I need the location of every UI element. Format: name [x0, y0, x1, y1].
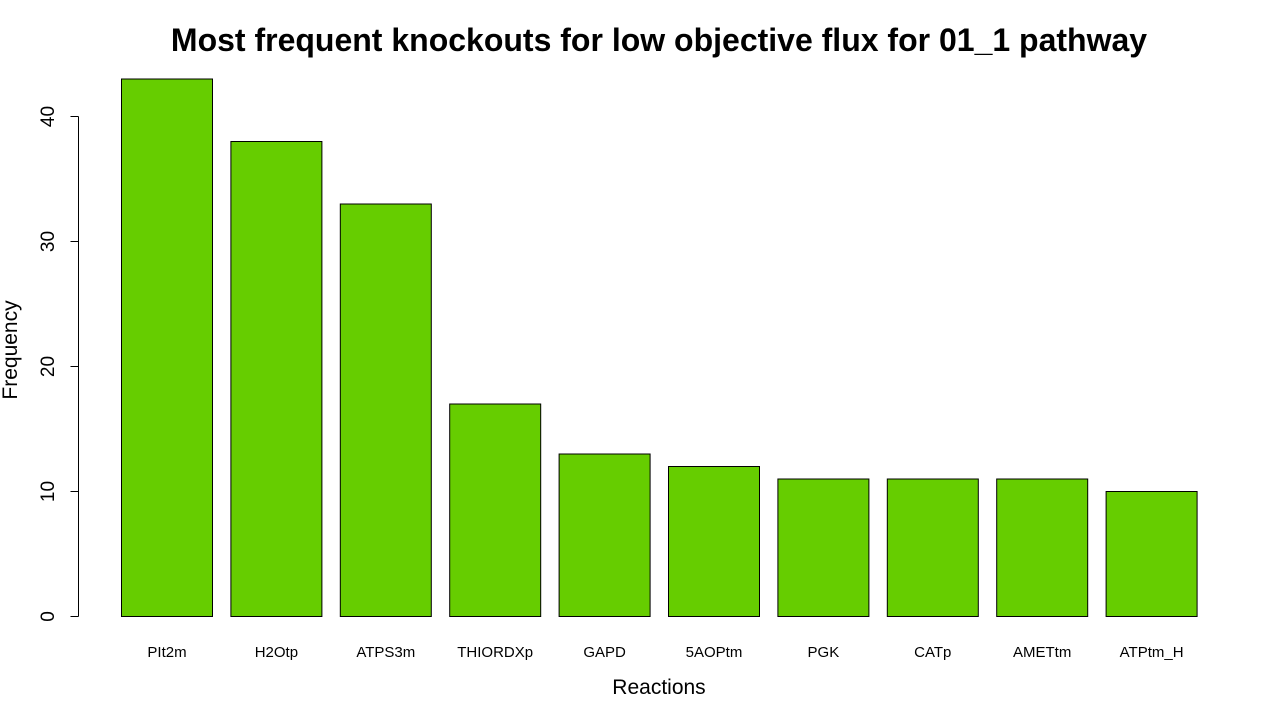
bar-atptm_h — [1105, 491, 1198, 617]
bar-5aoptm — [668, 466, 760, 617]
bars-group — [121, 78, 1198, 617]
y-axis: 0 10 20 30 40 — [38, 106, 79, 622]
x-tick-label: PIt2m — [147, 644, 186, 661]
y-tick-label: 0 — [38, 611, 59, 622]
bar-atps3m — [339, 203, 432, 617]
y-tick-label: 20 — [38, 356, 59, 377]
x-tick-labels: PIt2m H2Otp ATPS3m THIORDXp GAPD 5AOPtm PGK CAT… — [147, 644, 1183, 661]
x-tick-label: CATp — [914, 644, 951, 661]
x-tick-label: ATPtm_H — [1120, 644, 1184, 661]
x-tick-label: AMETtm — [1013, 644, 1071, 661]
y-tick-label: 10 — [38, 481, 59, 502]
x-tick-label: PGK — [808, 644, 840, 661]
x-tick-label: ATPS3m — [356, 644, 415, 661]
bar-pgk — [777, 478, 870, 617]
x-tick-label: 5AOPtm — [686, 644, 743, 661]
chart-title: Most frequent knockouts for low objectiv… — [171, 22, 1147, 58]
x-tick-label: THIORDXp — [457, 644, 533, 661]
x-axis-label: Reactions — [612, 676, 705, 699]
bar-pit2m — [121, 78, 213, 617]
x-tick-label: GAPD — [583, 644, 626, 661]
bar-catp — [886, 478, 979, 617]
bar-gapd — [558, 453, 651, 617]
y-tick-label: 40 — [38, 106, 59, 127]
bar-h2otp — [230, 141, 323, 617]
x-tick-label: H2Otp — [255, 644, 298, 661]
y-axis-label: Frequency — [0, 300, 22, 400]
bar-amettm — [996, 478, 1089, 617]
bar-thiordxp — [449, 403, 542, 617]
y-tick-label: 30 — [38, 231, 59, 252]
